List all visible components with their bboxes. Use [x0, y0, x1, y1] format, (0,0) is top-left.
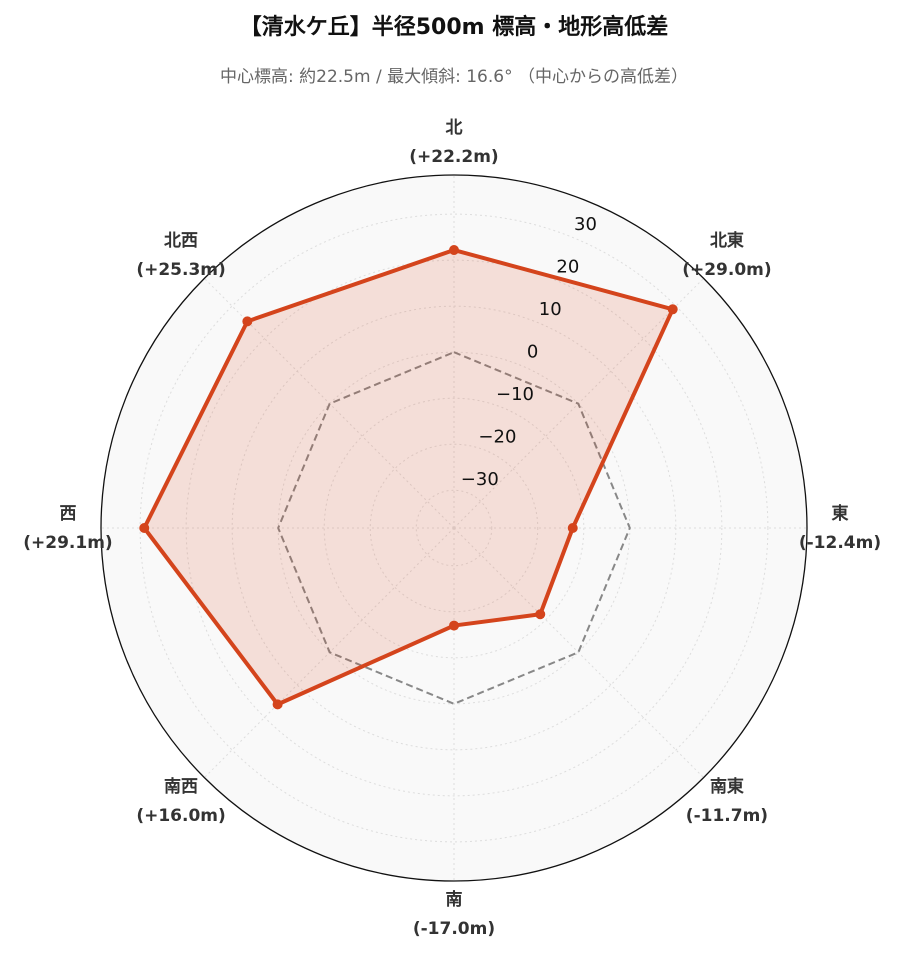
data-point: [567, 523, 578, 533]
category-value-label: (+29.0m): [682, 260, 771, 280]
grid-circle: [185, 259, 723, 797]
category-label: 西: [60, 504, 77, 524]
category-label: 北: [446, 118, 463, 138]
r-tick-label: −20: [478, 427, 516, 448]
category-label: 北東: [710, 230, 744, 251]
plot-border: [100, 174, 808, 882]
data-point: [535, 609, 546, 620]
category-value-label: (-11.7m): [686, 806, 768, 826]
category-label: 北西: [164, 231, 198, 251]
category-label: 南東: [710, 776, 744, 797]
category-value-label: (-17.0m): [413, 919, 495, 939]
r-tick-label: 0: [527, 342, 538, 363]
data-point: [449, 620, 459, 631]
grid-circle: [369, 443, 539, 613]
r-tick-label: 20: [556, 257, 579, 278]
category-value-label: (+16.0m): [136, 806, 225, 826]
r-tick-label: 30: [574, 214, 597, 235]
r-tick-label: 10: [539, 299, 562, 320]
data-point: [272, 699, 283, 710]
r-tick-label: −30: [461, 469, 499, 490]
chart-title: 【清水ケ丘】半径500m 標高・地形高低差: [240, 14, 669, 40]
category-value-label: (+25.3m): [136, 260, 225, 280]
data-point: [667, 304, 678, 315]
category-value-label: (+22.2m): [409, 147, 498, 167]
data-point: [449, 245, 459, 256]
grid-circle: [323, 397, 585, 659]
grid-circle: [415, 489, 493, 567]
reference-line: [277, 351, 631, 705]
category-label: 東: [832, 503, 849, 524]
spoke: [453, 527, 704, 778]
category-label: 南西: [164, 776, 198, 797]
data-point: [139, 523, 150, 533]
r-tick-label: −10: [496, 384, 534, 405]
chart-subtitle: 中心標高: 約22.5m / 最大傾斜: 16.6° （中心からの高低差）: [220, 67, 688, 87]
data-point: [242, 316, 253, 327]
category-label: 南: [446, 889, 463, 910]
category-value-label: (-12.4m): [799, 533, 881, 553]
category-value-label: (+29.1m): [23, 533, 112, 553]
